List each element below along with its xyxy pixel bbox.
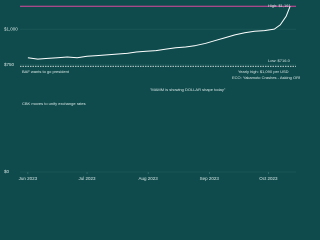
y-tick-label: $750 [4,62,15,67]
annotation: Yearly high: $1,090 per USD [238,69,289,74]
x-tick-label: Jul 2023 [79,176,97,181]
x-tick-label: Jun 2023 [19,176,38,181]
annotation: High: $1,161 [268,3,291,8]
annotation: BAF wants to go president [22,69,70,74]
background [0,0,300,185]
annotation: Low: $716.0 [268,58,291,63]
y-tick-label: $1,000 [4,26,18,31]
x-tick-label: Oct 2023 [259,176,278,181]
y-tick-label: $0 [4,169,10,174]
x-tick-label: Aug 2023 [139,176,159,181]
annotation: CBK moves to unify exchange rates [22,101,86,106]
annotation: "MAMM is showing DOLLAR shape today" [150,87,226,92]
page: $0 $750 $1,000 Jun 2023 Jul 2023 Aug 2023 Sep … [0,0,300,185]
x-tick-label: Sep 2023 [200,176,220,181]
chart: $0 $750 $1,000 Jun 2023 Jul 2023 Aug 2023 Sep … [0,0,300,185]
line-series [27,6,291,60]
annotation: ECO: Yakamoto Crashes - Asking ORM Reser… [232,75,300,80]
